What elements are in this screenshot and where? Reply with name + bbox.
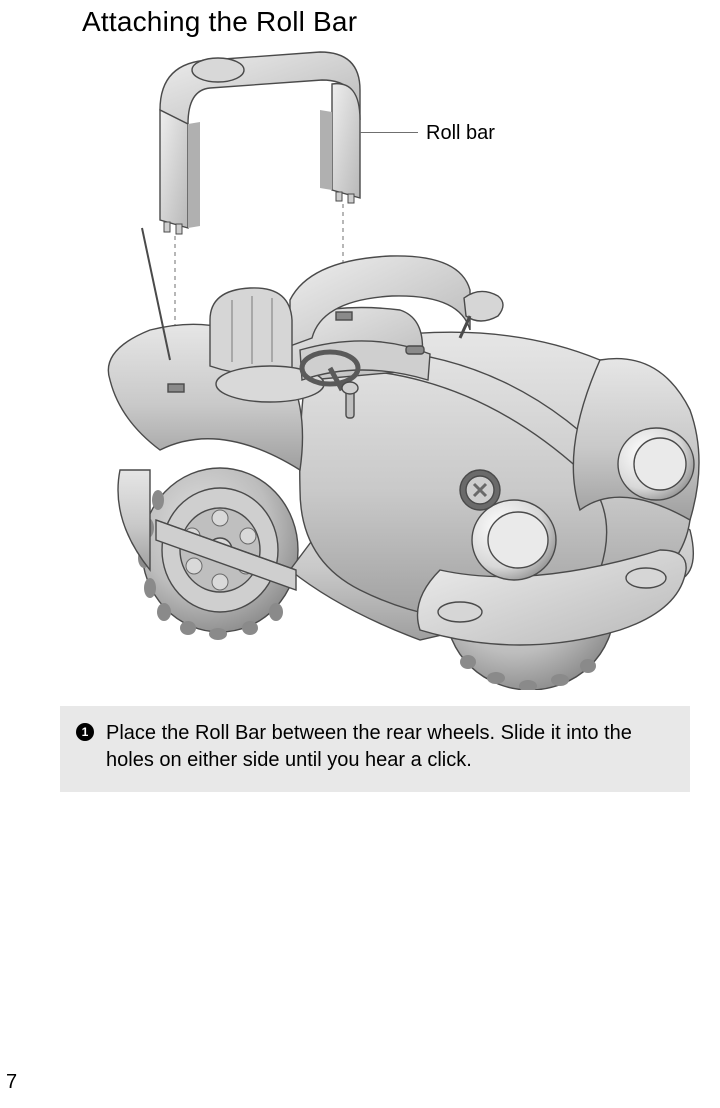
- headlight-right: [618, 428, 694, 500]
- callout-leader-line: [360, 132, 418, 133]
- callout-label: Roll bar: [426, 122, 495, 145]
- car-body: [108, 228, 699, 690]
- rollbar-part: [160, 52, 360, 234]
- step-text: Place the Roll Bar between the rear whee…: [106, 720, 674, 774]
- assembly-figure: Roll bar: [60, 50, 700, 690]
- step-number-badge: 1: [76, 723, 94, 741]
- side-mirror: [460, 291, 503, 338]
- page: Attaching the Roll Bar: [0, 0, 720, 1108]
- headlight-left: [472, 500, 556, 580]
- page-number: 7: [6, 1071, 17, 1094]
- hood-emblem: [460, 470, 500, 510]
- page-title: Attaching the Roll Bar: [82, 6, 357, 38]
- car-illustration: [60, 50, 700, 690]
- instruction-step: 1 Place the Roll Bar between the rear wh…: [76, 720, 674, 774]
- instruction-box: 1 Place the Roll Bar between the rear wh…: [60, 706, 690, 792]
